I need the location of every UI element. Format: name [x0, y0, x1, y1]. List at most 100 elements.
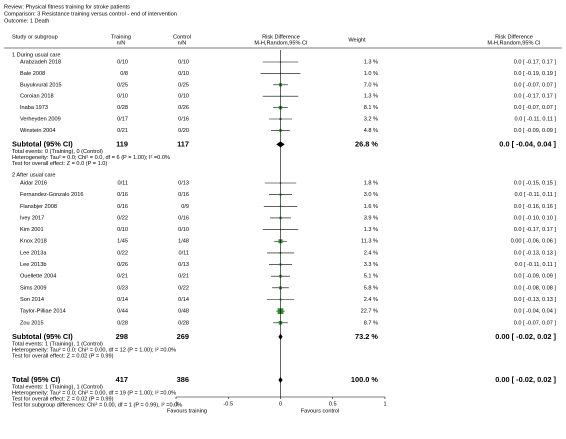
study-name: Coroian 2018: [20, 94, 54, 100]
training-count: 0/16: [117, 192, 128, 198]
control-count: 0/22: [178, 285, 189, 291]
rd-value: 0.00 [ -0.02, 0.02 ]: [495, 332, 556, 341]
weight: 5.1 %: [364, 274, 378, 280]
weight: 26.8 %: [355, 139, 378, 148]
study-name: Arabzadeh 2018: [20, 59, 61, 65]
training-count: 298: [116, 332, 128, 341]
training-count: 0/28: [117, 320, 128, 326]
col-effect: Risk Difference: [262, 34, 300, 40]
training-count: 0/22: [117, 250, 128, 256]
control-count: 269: [177, 332, 189, 341]
comparison: Comparison: 3 Resistance training versus…: [4, 11, 177, 17]
training-count: 0/21: [117, 274, 128, 280]
study-name: Winstein 2004: [20, 128, 55, 134]
study-name: Son 2014: [20, 297, 44, 303]
note: Total events: 1 (Training), 1 (Control): [12, 341, 103, 347]
rd-value: 0.0 [ -0.09, 0.09 ]: [514, 274, 557, 280]
rd-value: 0.0 [ -0.07, 0.07 ]: [514, 105, 557, 111]
weight: 3.2 %: [364, 116, 378, 122]
training-count: 0/11: [118, 180, 128, 186]
rd-value: 0.0 [ -0.09, 0.09 ]: [514, 128, 557, 134]
study-name: Zou 2015: [20, 320, 44, 326]
col-training-unit: n/N: [117, 40, 126, 46]
x-tick-label: 0: [279, 401, 282, 407]
col-rd-method: M-H,Random,95% CI: [487, 40, 541, 46]
control-count: 0/11: [179, 250, 189, 256]
weight: 22.7 %: [361, 309, 378, 315]
weight: 3.0 %: [364, 192, 378, 198]
rd-value: 0.0 [ -0.11, 0.11 ]: [515, 116, 557, 122]
rd-value: 0.00 [ -0.06, 0.06 ]: [511, 239, 557, 245]
favours-left: Favours training: [167, 408, 207, 414]
control-count: 0/48: [178, 309, 189, 315]
control-count: 0/26: [178, 105, 189, 111]
weight: 1.8 %: [364, 180, 378, 186]
weight: 2.4 %: [364, 297, 378, 303]
control-count: 1/48: [178, 239, 189, 245]
study-name: Lee 2013a: [20, 250, 47, 256]
outcome: Outcome: 1 Death: [4, 18, 49, 24]
control-count: 0/16: [178, 192, 189, 198]
weight: 7.0 %: [364, 82, 378, 88]
training-count: 0/23: [117, 285, 128, 291]
control-count: 0/10: [178, 71, 189, 77]
control-count: 386: [177, 375, 189, 384]
study-name: Flansbjer 2008: [20, 204, 57, 210]
x-tick-label: -1: [174, 401, 179, 407]
training-count: 119: [116, 139, 128, 148]
note: Test for subgroup differences: Chi² = 0.…: [12, 402, 182, 408]
rd-value: 0.0 [ -0.16, 0.16 ]: [514, 204, 557, 210]
study-name: Ouellette 2004: [20, 274, 56, 280]
weight: 1.3 %: [364, 59, 378, 65]
control-count: 117: [177, 139, 189, 148]
control-count: 0/20: [178, 128, 189, 134]
study-name: Lee 2013b: [20, 262, 46, 268]
study-name: Inaba 1973: [20, 105, 48, 111]
weight: 3.9 %: [364, 215, 378, 221]
rd-value: 0.0 [ -0.07, 0.07 ]: [514, 320, 557, 326]
group-label: 1 During usual care: [12, 52, 61, 58]
note: Heterogeneity: Tau² = 0.0; Chi² = 0.00, …: [12, 347, 176, 353]
study-name: Ivey 2017: [20, 215, 44, 221]
x-tick-label: 1: [383, 401, 386, 407]
rd-value: 0.0 [ -0.07, 0.07 ]: [514, 82, 557, 88]
rd-value: 0.0 [ -0.13, 0.13 ]: [514, 297, 557, 303]
rd-value: 0.0 [ -0.10, 0.10 ]: [514, 215, 557, 221]
training-count: 1/45: [117, 239, 128, 245]
control-count: 0/10: [178, 227, 189, 233]
study-name: Total (95% CI): [12, 375, 61, 384]
note: Test for overall effect: Z = 0.02 (P = 0…: [12, 396, 114, 402]
weight: 8.1 %: [364, 105, 378, 111]
rd-value: 0.0 [ -0.11, 0.11 ]: [515, 192, 557, 198]
rd-value: 0.0 [ -0.19, 0.19 ]: [514, 71, 557, 77]
weight: 1.0 %: [364, 71, 378, 77]
weight: 2.4 %: [364, 250, 378, 256]
control-count: 0/14: [178, 297, 189, 303]
control-count: 0/16: [178, 215, 189, 221]
col-study: Study or subgroup: [12, 34, 58, 40]
note: Total events: 1 (Training), 1 (Control): [12, 384, 103, 390]
note: Test for overall effect: Z = 0.02 (P = 0…: [12, 353, 114, 359]
study-name: Fernandez-Gonzalo 2016: [20, 192, 83, 198]
control-count: 0/10: [178, 94, 189, 100]
study-name: Knox 2018: [20, 239, 47, 245]
training-count: 0/10: [117, 59, 128, 65]
rd-value: 0.0 [ -0.08, 0.08 ]: [514, 285, 557, 291]
training-count: 0/16: [117, 204, 128, 210]
training-count: 0/10: [117, 94, 128, 100]
x-tick-label: 0.5: [329, 401, 337, 407]
weight: 8.7 %: [364, 320, 378, 326]
study-name: Aidar 2016: [20, 180, 47, 186]
note: Total events: 0 (Training), 0 (Control): [12, 149, 103, 155]
col-control-unit: n/N: [178, 40, 187, 46]
training-count: 0/17: [117, 116, 128, 122]
col-rd: Risk Difference: [495, 34, 533, 40]
col-training: Training: [111, 34, 131, 40]
rd-value: 0.0 [ -0.15, 0.15 ]: [514, 180, 557, 186]
study-name: Bale 2008: [20, 71, 45, 77]
weight: 1.3 %: [364, 94, 378, 100]
rd-value: 0.0 [ -0.17, 0.17 ]: [514, 94, 557, 100]
weight: 1.3 %: [364, 227, 378, 233]
note: Test for overall effect: Z = 0.0 (P = 1.…: [12, 161, 107, 167]
